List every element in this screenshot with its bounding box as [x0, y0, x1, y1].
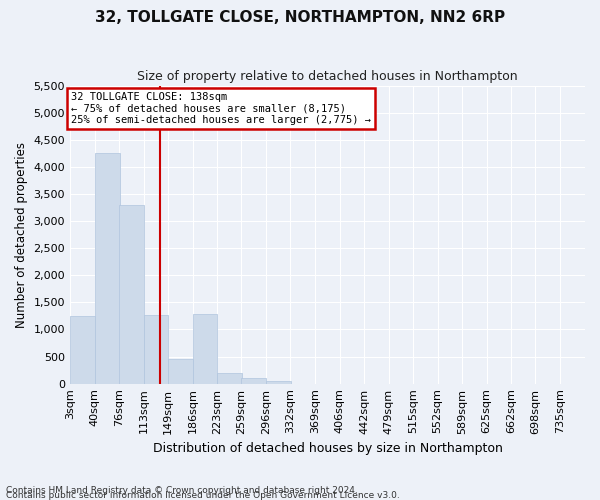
Bar [193, 314, 217, 384]
Bar [95, 154, 119, 384]
Y-axis label: Number of detached properties: Number of detached properties [15, 142, 28, 328]
Bar [70, 316, 95, 384]
Bar [119, 205, 144, 384]
Bar [168, 360, 193, 384]
Text: Contains public sector information licensed under the Open Government Licence v3: Contains public sector information licen… [6, 491, 400, 500]
X-axis label: Distribution of detached houses by size in Northampton: Distribution of detached houses by size … [152, 442, 502, 455]
Title: Size of property relative to detached houses in Northampton: Size of property relative to detached ho… [137, 70, 518, 83]
Bar [266, 381, 291, 384]
Text: 32 TOLLGATE CLOSE: 138sqm
← 75% of detached houses are smaller (8,175)
25% of se: 32 TOLLGATE CLOSE: 138sqm ← 75% of detac… [71, 92, 371, 126]
Bar [217, 373, 242, 384]
Text: Contains HM Land Registry data © Crown copyright and database right 2024.: Contains HM Land Registry data © Crown c… [6, 486, 358, 495]
Bar [241, 378, 266, 384]
Bar [144, 315, 169, 384]
Text: 32, TOLLGATE CLOSE, NORTHAMPTON, NN2 6RP: 32, TOLLGATE CLOSE, NORTHAMPTON, NN2 6RP [95, 10, 505, 25]
